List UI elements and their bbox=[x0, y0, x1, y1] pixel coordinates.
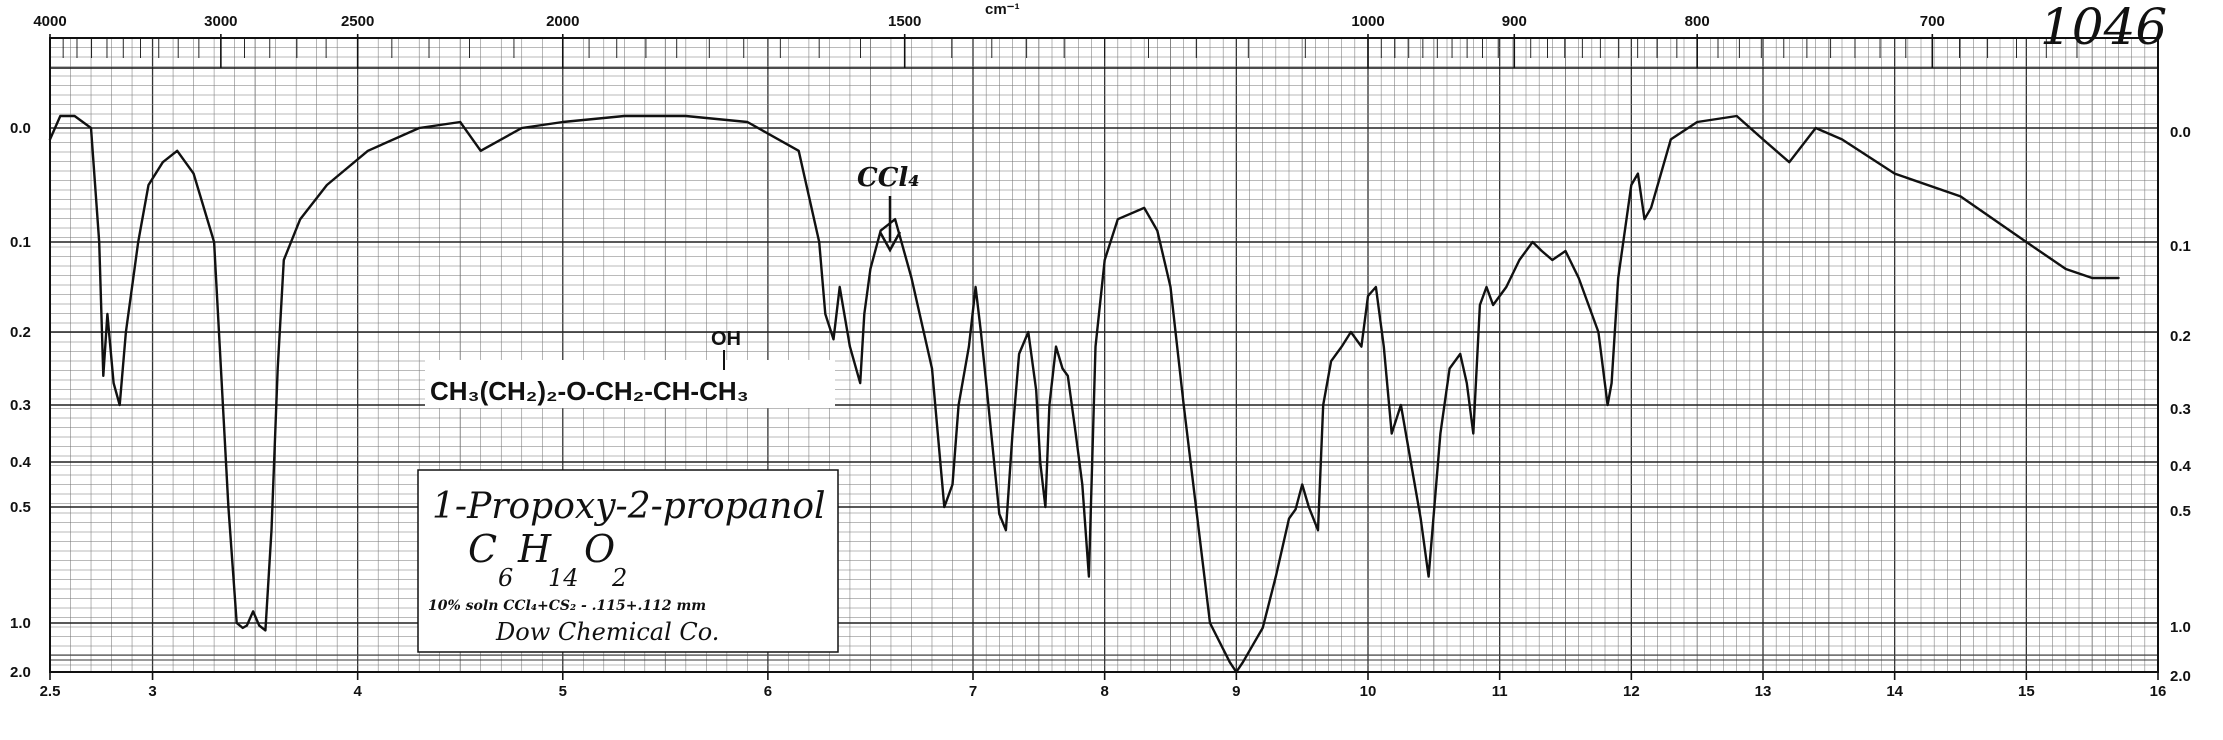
right-axis: 0.0 0.1 0.2 0.3 0.4 0.5 1.0 2.0 bbox=[2170, 124, 2192, 685]
top-axis-tick-label: 900 bbox=[1502, 13, 1527, 30]
top-axis: 4000 3000 2500 2000 1500 1000 900 800 700 bbox=[33, 13, 2078, 68]
structure-formula: CH₃(CH₂)₂-O-CH₂-CH-CH₃ bbox=[430, 376, 749, 406]
right-axis-tick-label: 0.0 bbox=[2170, 124, 2191, 141]
top-axis-tick-label: 2500 bbox=[341, 13, 374, 30]
bottom-axis-tick-label: 14 bbox=[1886, 683, 1903, 700]
right-axis-tick-label: 2.0 bbox=[2170, 668, 2191, 685]
compound-label-box: 1-Propoxy-2-propanol C 6 H 14 O 2 10% so… bbox=[417, 469, 839, 653]
left-axis-tick-label: 0.2 bbox=[10, 324, 31, 341]
top-axis-tick-label: 4000 bbox=[33, 13, 66, 30]
ccl4-arrow-head bbox=[878, 231, 902, 253]
label-box-frame bbox=[417, 469, 839, 653]
ccl4-annotation: CCl₄ bbox=[857, 163, 920, 253]
molecular-formula: C 6 H 14 O 2 bbox=[468, 527, 627, 592]
left-axis: 0.0 0.1 0.2 0.3 0.4 0.5 1.0 2.0 bbox=[10, 120, 32, 681]
bottom-axis-tick-label: 11 bbox=[1492, 683, 1508, 700]
top-axis-tick-label: 2000 bbox=[546, 13, 579, 30]
spectrum-series bbox=[48, 114, 2120, 674]
right-axis-tick-label: 1.0 bbox=[2170, 619, 2191, 636]
data-source: Dow Chemical Co. bbox=[495, 618, 719, 646]
right-axis-tick-label: 0.3 bbox=[2170, 401, 2191, 418]
formula-c-sub: 6 bbox=[498, 564, 513, 592]
structure-oh: OH bbox=[711, 328, 741, 350]
bottom-axis-tick-label: 2.5 bbox=[40, 683, 61, 700]
structure-background bbox=[425, 360, 835, 408]
left-axis-tick-label: 0.3 bbox=[10, 397, 31, 414]
sample-conditions: 10% soln CCl₄+CS₂ - .115+.112 mm bbox=[428, 598, 706, 614]
bottom-axis-tick-label: 5 bbox=[559, 683, 567, 700]
spectrum-line bbox=[48, 114, 2120, 674]
top-axis-tick-label: 1000 bbox=[1351, 13, 1384, 30]
left-axis-tick-label: 1.0 bbox=[10, 615, 31, 632]
formula-o-sub: 2 bbox=[611, 564, 627, 592]
bottom-axis-tick-label: 7 bbox=[969, 683, 977, 700]
top-axis-tick-label: 3000 bbox=[204, 13, 237, 30]
formula-h-sub: 14 bbox=[548, 564, 579, 592]
compound-name: 1-Propoxy-2-propanol bbox=[432, 486, 826, 527]
left-axis-tick-label: 0.0 bbox=[10, 120, 31, 137]
bottom-axis-tick-label: 13 bbox=[1755, 683, 1772, 700]
top-axis-tick-label: 800 bbox=[1685, 13, 1710, 30]
structure-annotation: CH₃(CH₂)₂-O-CH₂-CH-CH₃ OH bbox=[425, 328, 835, 408]
ccl4-label: CCl₄ bbox=[857, 163, 920, 193]
right-axis-tick-label: 0.5 bbox=[2170, 503, 2191, 520]
bottom-axis-tick-label: 6 bbox=[764, 683, 772, 700]
bottom-axis-tick-label: 15 bbox=[2018, 683, 2035, 700]
top-axis-tick-label: 700 bbox=[1920, 13, 1945, 30]
bottom-axis-tick-label: 12 bbox=[1623, 683, 1640, 700]
left-axis-tick-label: 0.4 bbox=[10, 454, 32, 471]
bottom-axis-tick-label: 10 bbox=[1360, 683, 1377, 700]
top-axis-unit: cm⁻¹ bbox=[985, 1, 1020, 18]
formula-h: H bbox=[517, 527, 552, 571]
bottom-axis-tick-label: 8 bbox=[1100, 683, 1108, 700]
right-axis-tick-label: 0.2 bbox=[2170, 328, 2191, 345]
formula-c: C bbox=[468, 527, 497, 571]
formula-o: O bbox=[584, 527, 615, 571]
right-axis-tick-label: 0.1 bbox=[2170, 238, 2191, 255]
left-axis-tick-label: 0.1 bbox=[10, 234, 31, 251]
sheet-number: 1046 bbox=[2040, 0, 2167, 56]
left-axis-tick-label: 2.0 bbox=[10, 664, 31, 681]
bottom-axis: 2.5 3 4 5 6 7 8 9 10 11 12 13 14 15 16 bbox=[40, 672, 2167, 700]
bottom-axis-tick-label: 9 bbox=[1232, 683, 1240, 700]
top-axis-tick-label: 1500 bbox=[888, 13, 921, 30]
left-axis-tick-label: 0.5 bbox=[10, 499, 31, 516]
right-axis-tick-label: 0.4 bbox=[2170, 458, 2192, 475]
bottom-axis-tick-label: 16 bbox=[2150, 683, 2167, 700]
bottom-axis-tick-label: 4 bbox=[353, 683, 362, 700]
chart-grid bbox=[49, 37, 2159, 673]
bottom-axis-tick-label: 3 bbox=[148, 683, 156, 700]
